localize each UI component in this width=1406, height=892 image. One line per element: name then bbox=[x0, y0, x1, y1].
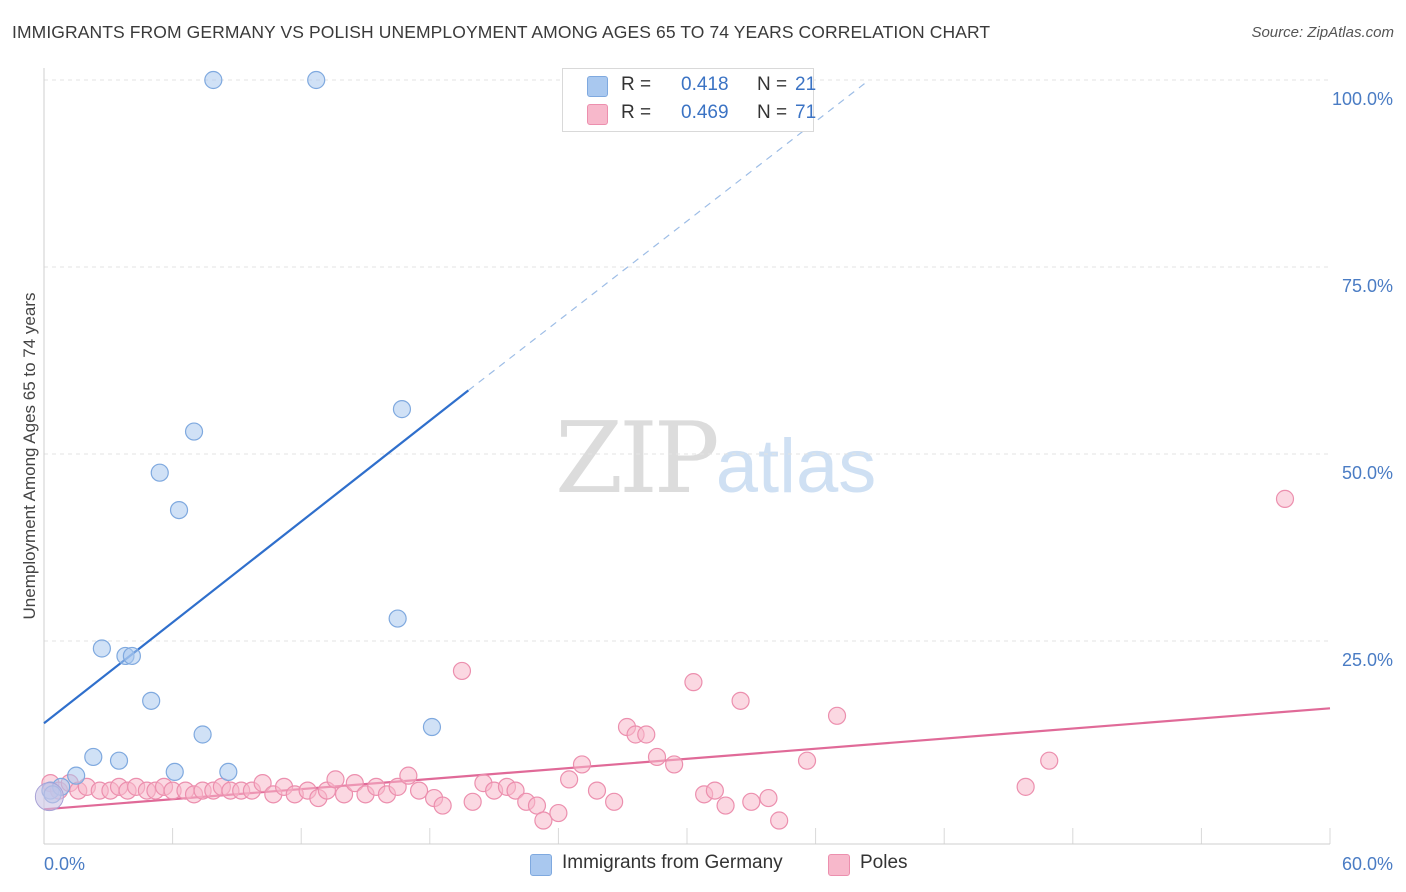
stats-swatch-poles bbox=[587, 104, 608, 125]
legend-swatch-germany bbox=[530, 854, 552, 876]
point-poles[interactable] bbox=[665, 755, 684, 774]
stats-box: R = 0.418 N = 21 R = 0.469 N = 71 bbox=[562, 68, 817, 132]
point-poles[interactable] bbox=[705, 781, 724, 800]
point-germany[interactable] bbox=[204, 70, 223, 90]
point-germany[interactable] bbox=[67, 766, 86, 785]
point-germany[interactable] bbox=[109, 751, 129, 770]
point-germany[interactable] bbox=[219, 762, 238, 782]
point-poles[interactable] bbox=[433, 796, 452, 815]
point-germany[interactable] bbox=[142, 691, 161, 710]
point-poles[interactable] bbox=[797, 751, 817, 770]
point-poles[interactable] bbox=[388, 777, 407, 796]
legend: Immigrants from Germany Poles bbox=[0, 852, 1406, 878]
point-layer bbox=[34, 70, 1295, 830]
point-poles[interactable] bbox=[463, 792, 482, 811]
point-germany[interactable] bbox=[392, 400, 412, 419]
point-poles[interactable] bbox=[731, 691, 750, 710]
grid-layer bbox=[44, 79, 1330, 642]
point-poles[interactable] bbox=[253, 774, 272, 793]
point-poles[interactable] bbox=[506, 781, 525, 800]
x-tick-label: 60.0% bbox=[1342, 854, 1393, 874]
point-poles[interactable] bbox=[409, 781, 429, 800]
point-germany[interactable] bbox=[150, 463, 169, 482]
point-germany[interactable] bbox=[193, 725, 212, 744]
axis-layer bbox=[43, 68, 1331, 845]
point-cluster[interactable] bbox=[34, 782, 64, 812]
watermark-zip: ZIP bbox=[555, 402, 720, 516]
point-germany[interactable] bbox=[307, 70, 326, 90]
point-poles[interactable] bbox=[452, 661, 472, 681]
point-germany[interactable] bbox=[184, 422, 204, 441]
stats-r-value: 0.469 bbox=[681, 102, 729, 123]
y-tick-label: 75.0% bbox=[1342, 276, 1393, 296]
point-poles[interactable] bbox=[572, 755, 592, 774]
stats-n-label: N = bbox=[757, 74, 788, 95]
point-germany[interactable] bbox=[165, 762, 184, 782]
stats-r-label: R = bbox=[621, 102, 652, 123]
stats-r-value: 0.418 bbox=[681, 74, 729, 95]
point-germany[interactable] bbox=[169, 501, 189, 520]
point-poles[interactable] bbox=[527, 796, 547, 815]
trend-line bbox=[43, 389, 470, 725]
stats-r-label: R = bbox=[621, 74, 652, 95]
point-germany[interactable] bbox=[92, 639, 111, 658]
point-poles[interactable] bbox=[587, 781, 607, 800]
point-poles[interactable] bbox=[399, 766, 418, 785]
point-poles[interactable] bbox=[742, 792, 761, 811]
legend-label-germany: Immigrants from Germany bbox=[562, 852, 783, 873]
point-poles[interactable] bbox=[647, 747, 667, 767]
point-poles[interactable] bbox=[1040, 751, 1059, 770]
y-tick-label: 50.0% bbox=[1342, 463, 1393, 483]
trend-layer bbox=[43, 79, 1331, 811]
point-poles[interactable] bbox=[1016, 777, 1035, 796]
stats-n-value: 71 bbox=[795, 102, 817, 123]
point-poles[interactable] bbox=[334, 785, 354, 804]
y-tick-label: 25.0% bbox=[1342, 650, 1393, 670]
point-poles[interactable] bbox=[560, 770, 579, 789]
point-germany[interactable] bbox=[422, 717, 442, 737]
chart-title: IMMIGRANTS FROM GERMANY VS POLISH UNEMPL… bbox=[12, 22, 991, 42]
point-poles[interactable] bbox=[345, 774, 364, 793]
watermark-atlas: atlas bbox=[715, 424, 877, 509]
stats-swatch-germany bbox=[587, 76, 608, 97]
point-poles[interactable] bbox=[684, 673, 703, 692]
label-layer: 25.0% 50.0% 75.0% 100.0% 0.0% 60.0% Unemployme… bbox=[20, 89, 1393, 874]
point-germany[interactable] bbox=[388, 609, 407, 628]
y-tick-label: 100.0% bbox=[1332, 89, 1393, 109]
y-axis-label: Unemployment Among Ages 65 to 74 years bbox=[20, 293, 39, 620]
point-poles[interactable] bbox=[326, 770, 345, 789]
point-poles[interactable] bbox=[770, 811, 789, 830]
point-poles[interactable] bbox=[549, 803, 568, 823]
point-poles[interactable] bbox=[637, 725, 656, 744]
point-poles[interactable] bbox=[827, 706, 847, 725]
stats-n-value: 21 bbox=[795, 74, 817, 95]
point-germany[interactable] bbox=[122, 646, 141, 666]
legend-swatch-poles bbox=[828, 854, 850, 876]
x-tick-label: 0.0% bbox=[44, 854, 85, 874]
legend-label-poles: Poles bbox=[860, 852, 908, 873]
point-poles[interactable] bbox=[534, 811, 553, 830]
point-poles[interactable] bbox=[1275, 489, 1295, 508]
point-poles[interactable] bbox=[716, 796, 735, 815]
stats-n-label: N = bbox=[757, 102, 788, 123]
watermark: ZIPatlas bbox=[555, 402, 876, 516]
point-poles[interactable] bbox=[759, 788, 778, 808]
point-germany[interactable] bbox=[84, 747, 103, 767]
chart-source: Source: ZipAtlas.com bbox=[1251, 24, 1394, 41]
point-poles[interactable] bbox=[605, 792, 624, 811]
